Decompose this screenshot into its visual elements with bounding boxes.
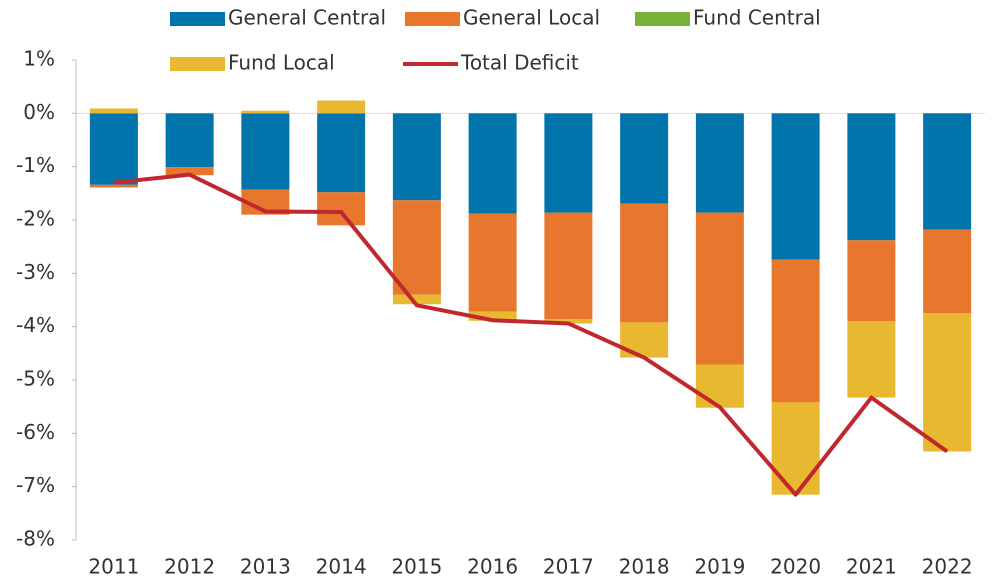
x-tick-label: 2018: [619, 555, 670, 579]
bar: [695, 113, 744, 213]
x-tick-label: 2015: [391, 555, 442, 579]
y-tick-label: 1%: [23, 47, 55, 71]
x-tick-label: 2021: [846, 555, 897, 579]
bar: [468, 311, 517, 321]
legend-swatch: [170, 57, 225, 71]
legend-label: General Local: [463, 6, 600, 30]
bar: [620, 203, 669, 323]
x-tick-label: 2020: [770, 555, 821, 579]
bar: [620, 322, 669, 358]
x-tick-label: 2022: [922, 555, 973, 579]
bar: [695, 364, 744, 408]
bar: [317, 192, 366, 226]
bar: [544, 113, 593, 213]
y-tick-label: -1%: [16, 153, 55, 177]
legend-label: General Central: [228, 6, 386, 30]
y-tick-label: -3%: [16, 260, 55, 284]
x-tick-label: 2019: [694, 555, 745, 579]
legend-label: Fund Central: [693, 6, 821, 30]
y-tick-label: -2%: [16, 207, 55, 231]
bar: [165, 167, 214, 176]
y-tick-label: -8%: [16, 527, 55, 551]
bar: [317, 100, 366, 114]
bar: [89, 184, 138, 188]
x-tick-label: 2012: [164, 555, 215, 579]
bar: [923, 113, 972, 230]
bar: [544, 319, 593, 324]
x-tick-label: 2017: [543, 555, 594, 579]
bar: [317, 113, 366, 193]
legend-label: Fund Local: [228, 51, 335, 75]
x-tick-label: 2013: [240, 555, 291, 579]
y-tick-label: -5%: [16, 367, 55, 391]
bar: [923, 313, 972, 452]
line: [113, 172, 949, 497]
bar: [392, 113, 441, 201]
bar: [771, 402, 820, 495]
bar: [771, 259, 820, 403]
bar: [89, 113, 138, 185]
x-tick-label: 2016: [467, 555, 518, 579]
y-tick-label: -4%: [16, 313, 55, 337]
bar: [165, 113, 214, 168]
y-tick-label: -7%: [16, 473, 55, 497]
x-tick-label: 2014: [316, 555, 367, 579]
bar: [241, 113, 290, 190]
legend-swatch: [170, 12, 225, 26]
bar: [468, 213, 517, 312]
legend-swatch: [405, 12, 460, 26]
bar: [847, 240, 896, 322]
bar: [620, 113, 669, 204]
bar: [695, 212, 744, 365]
bar: [771, 113, 820, 260]
bar: [468, 113, 517, 214]
bar: [392, 200, 441, 295]
bar: [544, 212, 593, 320]
bar: [89, 108, 138, 114]
bar: [847, 113, 896, 241]
bar: [847, 321, 896, 398]
legend-label: Total Deficit: [460, 51, 579, 75]
legend-swatch: [635, 12, 690, 26]
bar: [241, 110, 290, 114]
y-tick-label: 0%: [23, 100, 55, 124]
x-tick-label: 2011: [88, 555, 139, 579]
bar: [392, 294, 441, 305]
y-tick-label: -6%: [16, 420, 55, 444]
bar: [923, 229, 972, 314]
